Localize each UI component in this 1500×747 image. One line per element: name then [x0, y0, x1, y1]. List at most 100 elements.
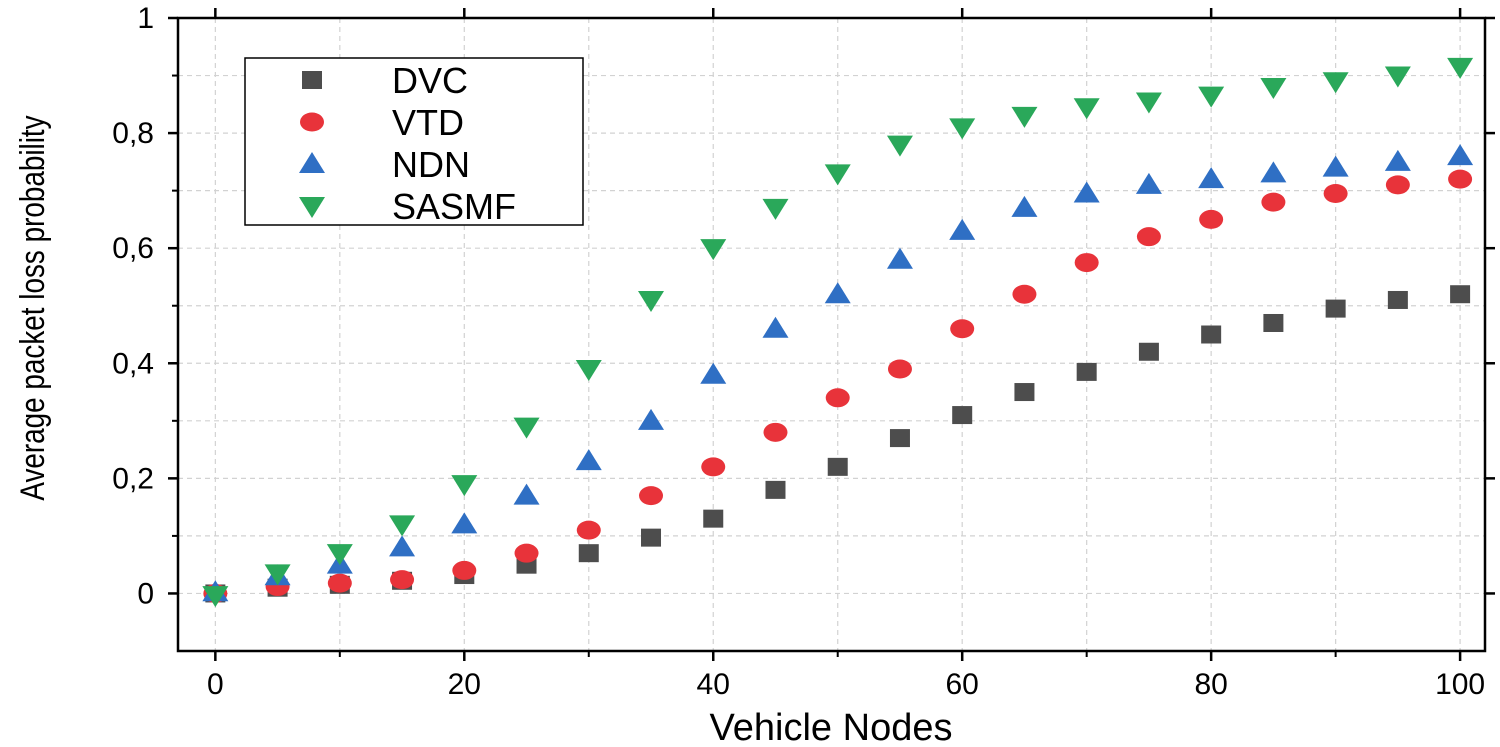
data-point-sasmf	[1260, 78, 1287, 100]
data-point-vtd	[1261, 192, 1286, 212]
legend-label-sasmf: SASMF	[392, 186, 516, 227]
data-point-ndn	[1384, 149, 1411, 171]
x-axis-title: Vehicle Nodes	[710, 707, 953, 747]
data-point-dvc	[1014, 383, 1035, 402]
y-tick-label: 0,6	[112, 232, 154, 265]
y-tick-label: 1	[137, 2, 154, 35]
data-point-sasmf	[1447, 57, 1474, 79]
data-point-dvc	[641, 528, 662, 547]
legend-marker-ndn	[299, 152, 325, 173]
data-point-sasmf	[1073, 98, 1100, 120]
data-markers	[202, 57, 1474, 608]
data-point-vtd	[1323, 184, 1348, 204]
data-point-dvc	[1263, 313, 1284, 332]
data-point-vtd	[1385, 175, 1410, 195]
data-point-vtd	[763, 422, 788, 442]
data-point-sasmf	[824, 164, 851, 186]
data-point-vtd	[701, 457, 726, 477]
axis-ticks: 0 20 40 60 80 100 0 0,2 0,4 0,6 0,8 1	[112, 2, 1495, 701]
data-point-ndn	[1198, 167, 1225, 189]
y-tick-label: 0,8	[112, 117, 154, 150]
data-point-sasmf	[1384, 66, 1411, 88]
data-point-dvc	[889, 429, 910, 448]
data-point-dvc	[952, 406, 973, 425]
x-tick-label: 0	[207, 668, 224, 701]
data-point-ndn	[389, 535, 416, 557]
data-point-vtd	[452, 560, 477, 580]
data-point-vtd	[514, 543, 539, 563]
y-axis-title: Average packet loss probability	[13, 115, 51, 501]
data-point-vtd	[887, 359, 912, 379]
data-point-sasmf	[513, 417, 540, 439]
series-sasmf	[202, 57, 1474, 608]
data-point-ndn	[1260, 161, 1287, 183]
x-tick-label: 40	[697, 668, 730, 701]
data-point-ndn	[575, 449, 602, 471]
legend-label-vtd: VTD	[392, 102, 464, 143]
data-point-sasmf	[1135, 92, 1162, 114]
data-point-ndn	[1135, 172, 1162, 194]
data-point-ndn	[824, 282, 851, 304]
data-point-vtd	[327, 573, 352, 593]
data-point-dvc	[1076, 362, 1097, 381]
data-point-vtd	[390, 570, 415, 590]
data-point-ndn	[513, 483, 540, 505]
data-point-ndn	[1322, 155, 1349, 177]
data-point-dvc	[1201, 325, 1222, 344]
data-point-dvc	[1325, 299, 1346, 318]
data-point-vtd	[1136, 227, 1161, 247]
data-point-sasmf	[949, 118, 976, 140]
data-point-ndn	[451, 512, 478, 534]
data-point-sasmf	[762, 198, 789, 220]
data-point-vtd	[950, 319, 975, 339]
data-point-sasmf	[451, 475, 478, 497]
data-point-dvc	[1138, 342, 1159, 361]
data-point-ndn	[762, 316, 789, 338]
y-tick-label: 0	[137, 577, 154, 610]
data-point-dvc	[578, 544, 599, 563]
data-point-sasmf	[886, 135, 913, 157]
legend-marker-sasmf	[299, 197, 325, 218]
series-vtd	[203, 169, 1473, 603]
data-point-ndn	[1011, 195, 1038, 217]
data-point-vtd	[825, 388, 850, 408]
x-tick-label: 20	[448, 668, 481, 701]
data-point-sasmf	[575, 360, 602, 382]
x-tick-label: 100	[1435, 668, 1485, 701]
data-point-ndn	[886, 247, 913, 269]
data-point-vtd	[1448, 169, 1473, 189]
data-point-ndn	[1447, 144, 1474, 166]
plot-frame	[176, 16, 1487, 653]
data-point-vtd	[639, 486, 664, 506]
data-point-sasmf	[1011, 106, 1038, 128]
data-point-sasmf	[1322, 72, 1349, 94]
legend-marker-dvc	[302, 71, 322, 89]
data-point-ndn	[700, 362, 727, 384]
data-point-sasmf	[389, 515, 416, 537]
data-point-dvc	[1387, 290, 1408, 309]
data-point-sasmf	[1198, 86, 1225, 108]
y-tick-label: 0,2	[112, 462, 154, 495]
data-point-ndn	[638, 408, 665, 430]
data-point-dvc	[827, 457, 848, 476]
data-point-sasmf	[202, 586, 229, 608]
data-point-sasmf	[638, 290, 665, 312]
data-point-vtd	[1199, 209, 1224, 229]
legend-label-ndn: NDN	[392, 144, 470, 185]
data-point-vtd	[576, 520, 601, 540]
data-point-dvc	[765, 480, 786, 499]
data-point-dvc	[1450, 285, 1471, 304]
data-point-sasmf	[264, 564, 291, 586]
data-point-ndn	[949, 218, 976, 240]
data-point-sasmf	[700, 239, 727, 261]
y-tick-label: 0,4	[112, 347, 154, 380]
data-point-vtd	[1074, 253, 1099, 273]
legend-marker-vtd	[300, 112, 324, 132]
legend-label-dvc: DVC	[392, 60, 468, 101]
data-point-sasmf	[326, 544, 353, 566]
data-point-ndn	[1073, 181, 1100, 203]
x-tick-label: 80	[1194, 668, 1227, 701]
data-point-vtd	[1012, 284, 1037, 304]
